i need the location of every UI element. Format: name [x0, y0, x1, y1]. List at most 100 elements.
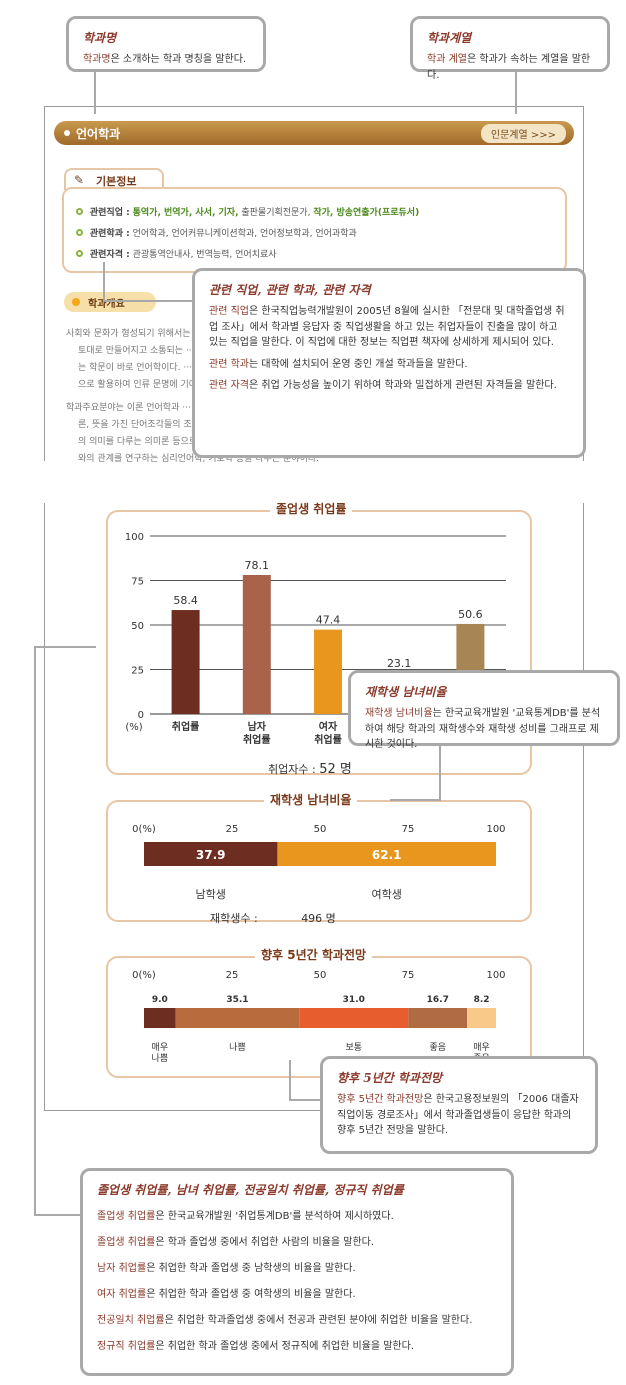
- y-unit-label: (%): [125, 722, 142, 733]
- x-tick-label: 여자: [319, 720, 338, 733]
- related-certs-label: 관련자격 :: [89, 250, 130, 260]
- callout-gender: 재학생 남녀비율 재학생 남녀비율는 한국교육개발원 '교육통계DB'를 분석하…: [348, 670, 620, 750]
- callout-outlook: 향후 5년간 학과전망 향후 5년간 학과전망은 한국고용정보원의 「2006 …: [320, 1056, 598, 1154]
- bar-value-label: 47.4: [316, 614, 341, 627]
- connector-line: [390, 799, 441, 801]
- related-depts-row: 관련학과 : 언어학과, 언어커뮤니케이션학과, 언어정보학과, 언어과학과: [76, 226, 357, 239]
- segment-value-label: 62.1: [372, 848, 402, 862]
- segment-name-label: 나쁨: [229, 1042, 246, 1053]
- x-tick-label: 취업률: [243, 733, 271, 746]
- related-depts-value: 언어학과, 언어커뮤니케이션학과, 언어정보학과, 언어과학과: [132, 229, 357, 239]
- dept-summary-pill: 학과개요: [64, 292, 156, 312]
- axis-tick-label: 50: [314, 824, 327, 835]
- callout-dept-name: 학과명 학과명은 소개하는 학과 명칭을 말한다.: [66, 16, 266, 72]
- connector-line: [34, 1214, 84, 1216]
- segment: [144, 1008, 176, 1028]
- callout-dept-field: 학과계열 학과 계열은 학과가 속하는 계열을 말한다.: [410, 16, 610, 81]
- axis-tick-label: 100: [486, 970, 505, 981]
- connector-line: [289, 1060, 291, 1100]
- callout-title: 학과계열: [427, 31, 472, 45]
- axis-tick-label: 100: [486, 824, 505, 835]
- callout-body: 향후 5년간 학과전망은 한국고용정보원의 「2006 대졸자직업이동 경로조사…: [337, 1094, 579, 1136]
- department-bar: 언어학과 인문계열 >>>: [54, 121, 574, 145]
- y-tick-label: 25: [131, 666, 144, 677]
- related-jobs-highlight-2: 작가, 방송연출가(프로듀서): [313, 208, 420, 218]
- connector-line: [34, 646, 96, 648]
- axis-tick-label: 0(%): [132, 970, 156, 981]
- bullet-icon: [76, 208, 83, 215]
- callout-title: 졸업생 취업률, 남녀 취업률, 전공일치 취업률, 정규직 취업률: [97, 1183, 404, 1197]
- bar: [242, 574, 271, 714]
- connector-line: [104, 300, 194, 302]
- callout-body: 관련 직업은 한국직업능력개발원이 2005년 8월에 실시한 「전문대 및 대…: [209, 306, 565, 391]
- callout-employment: 졸업생 취업률, 남녀 취업률, 전공일치 취업률, 정규직 취업률 졸업생 취…: [80, 1168, 514, 1376]
- connector-line: [34, 646, 36, 1216]
- student-count-value: 496 명: [301, 912, 336, 925]
- related-jobs-row: 관련직업 : 통역가, 번역가, 사서, 기자, 출판물기획전문가, 작가, 방…: [76, 205, 419, 218]
- callout-line: 졸업생 취업률은 학과 졸업생 중에서 취업한 사람의 비율을 말한다.: [97, 1237, 375, 1248]
- x-tick-label: 취업률: [314, 733, 342, 746]
- connector-line: [103, 262, 105, 301]
- segment-name-label: 여학생: [372, 888, 402, 901]
- axis-tick-label: 75: [402, 970, 415, 981]
- connector-line: [515, 70, 517, 114]
- callout-body: 재학생 남녀비율는 한국교육개발원 '교육통계DB'를 분석하여 해당 학과의 …: [365, 708, 601, 750]
- bar-value-label: 78.1: [245, 559, 269, 572]
- callout-title: 재학생 남녀비율: [365, 685, 447, 699]
- axis-tick-label: 25: [226, 970, 239, 981]
- bullet-icon: [76, 229, 83, 236]
- summary-line: 와의 관계를 연구하는 심리언어학, 기호학 등을 다루는 분야이다.: [78, 454, 320, 465]
- basic-info-tab: ✎ 기본정보: [64, 168, 164, 190]
- basic-info-label: 기본정보: [96, 175, 137, 188]
- axis-tick-label: 25: [226, 824, 239, 835]
- callout-body: 졸업생 취업률은 한국교육개발원 '취업통계DB'를 분석하여 제시하였다. 졸…: [97, 1204, 497, 1360]
- student-count: 재학생수 : 496 명: [210, 910, 336, 926]
- connector-line: [439, 744, 441, 799]
- y-tick-label: 0: [138, 710, 144, 721]
- employment-chart-title: 졸업생 취업률: [270, 500, 353, 517]
- related-certs-value: 관광통역안내사, 번역능력, 언어치료사: [132, 250, 277, 260]
- segment-name-label: 보통: [346, 1042, 363, 1053]
- segment-name-label: 남학생: [196, 888, 226, 901]
- segment-name-label: 매우: [473, 1042, 490, 1053]
- y-tick-label: 50: [131, 621, 144, 632]
- segment-value-label: 16.7: [427, 995, 449, 1005]
- summary-line: 토대로 만들어지고 소통되는 ···: [78, 346, 195, 357]
- related-certs-row: 관련자격 : 관광통역안내사, 번역능력, 언어치료사: [76, 247, 277, 260]
- department-name: 언어학과: [76, 127, 121, 141]
- y-tick-label: 75: [131, 577, 144, 588]
- callout-related: 관련 직업, 관련 학과, 관련 자격 관련 직업은 한국직업능력개발원이 20…: [192, 268, 586, 458]
- axis-tick-label: 75: [402, 824, 415, 835]
- student-count-label: 재학생수 :: [210, 912, 258, 925]
- summary-paragraph-1: 사회와 문화가 형성되기 위해서는 ··· 토대로 만들어지고 소통되는 ···…: [66, 326, 586, 394]
- segment-name-label: 나쁨: [152, 1053, 169, 1064]
- gender-ratio-chart: 0(%) 25 50 75 100 37.9 남학생 62.1 여학생: [132, 824, 505, 901]
- book-icon: ✎: [74, 173, 85, 187]
- summary-line: 는 학문이 바로 언어학이다. ···: [78, 363, 192, 374]
- callout-body: 학과 계열은 학과가 속하는 계열을 말한다.: [427, 54, 591, 81]
- segment-value-label: 37.9: [196, 848, 226, 862]
- callout-line: 정규직 취업률은 취업한 학과 졸업생 중에서 정규직에 취업한 비율을 말한다…: [97, 1341, 414, 1352]
- bar: [171, 610, 200, 714]
- employed-count-value: 52 명: [319, 762, 352, 777]
- department-field-link[interactable]: 인문계열 >>>: [480, 124, 566, 143]
- segment: [467, 1008, 496, 1028]
- segment-value-label: 31.0: [343, 995, 365, 1005]
- segment-value-label: 9.0: [152, 995, 168, 1005]
- summary-line: 사회와 문화가 형성되기 위해서는 ···: [66, 329, 202, 339]
- callout-line: 졸업생 취업률은 한국교육개발원 '취업통계DB'를 분석하여 제시하였다.: [97, 1211, 394, 1222]
- segment-name-label: 매우: [152, 1042, 169, 1053]
- related-jobs-label: 관련직업 :: [89, 208, 130, 218]
- related-jobs-plain: 출판물기획전문가,: [238, 208, 314, 218]
- axis-tick-label: 0(%): [132, 824, 156, 835]
- related-depts-label: 관련학과 :: [89, 229, 130, 239]
- bar-value-label: 58.4: [173, 594, 198, 607]
- callout-line: 남자 취업률은 취업한 학과 졸업생 중 남학생의 비율을 말한다.: [97, 1263, 356, 1274]
- x-tick-label: 남자: [248, 720, 267, 733]
- bar: [314, 629, 342, 714]
- bullet-icon: [76, 250, 83, 257]
- bar-value-label: 50.6: [458, 608, 483, 621]
- employed-count-label: 취업자수 :: [268, 763, 316, 776]
- x-tick-label: 취업률: [172, 720, 200, 733]
- segment: [277, 842, 496, 866]
